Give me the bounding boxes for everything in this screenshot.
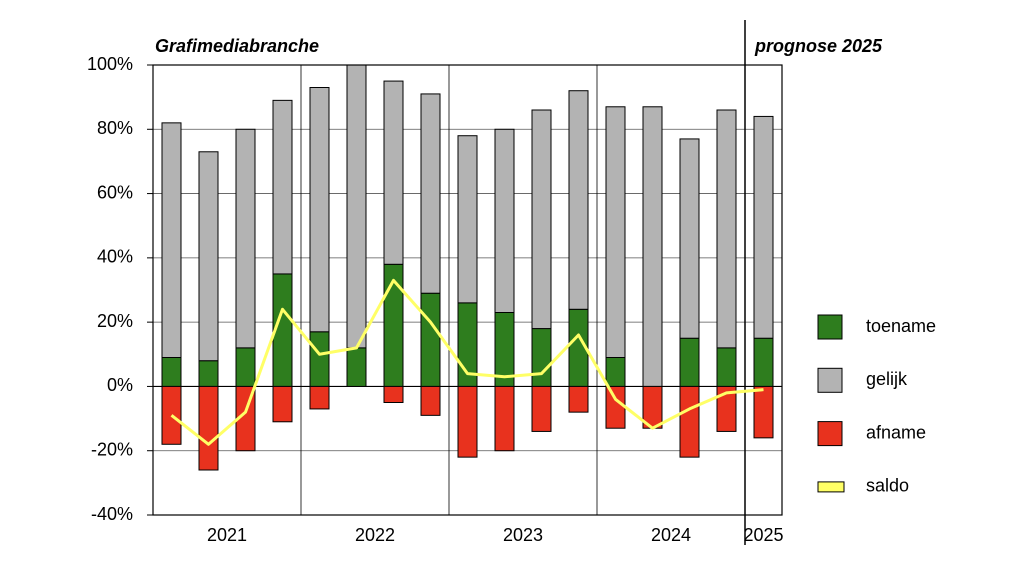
bar-segment (605, 385, 626, 429)
annotation: prognose 2025 (754, 36, 883, 56)
bar-segment (161, 122, 182, 358)
bar-segment (383, 80, 404, 265)
bar-segment (679, 138, 700, 339)
bar-segment (198, 385, 219, 471)
bar-segment (679, 385, 700, 458)
bar-segment (272, 99, 293, 275)
x-tick-label: 2023 (503, 525, 543, 545)
y-tick-label: 0% (107, 375, 133, 395)
legend-swatch (817, 481, 845, 493)
bar-segment (309, 87, 330, 333)
y-tick-label: 20% (97, 311, 133, 331)
y-tick-label: -40% (91, 504, 133, 524)
x-tick-label: 2025 (743, 525, 783, 545)
bar-segment (605, 357, 626, 387)
y-tick-label: 80% (97, 118, 133, 138)
bar-segment (198, 151, 219, 362)
annotation: Grafimediabranche (155, 36, 319, 56)
legend-label: gelijk (866, 369, 908, 389)
legend-label: toename (866, 316, 936, 336)
y-tick-label: 60% (97, 182, 133, 202)
bar-segment (568, 90, 589, 310)
bar-segment (457, 385, 478, 458)
plot-frame (152, 64, 783, 516)
bar-segment (420, 93, 441, 294)
bar-segment (568, 385, 589, 413)
bar-segment (753, 115, 774, 339)
bar-segment (235, 128, 256, 349)
bar-segment (383, 385, 404, 403)
bar-segment (161, 357, 182, 387)
y-tick-label: -20% (91, 439, 133, 459)
legend-label: afname (866, 422, 926, 442)
bar-segment (605, 106, 626, 358)
bar-segment (235, 347, 256, 387)
bar-segment (494, 385, 515, 452)
legend-label: saldo (866, 476, 909, 496)
bar-segment (753, 385, 774, 439)
bar-segment (309, 385, 330, 410)
bar-segment (420, 292, 441, 387)
bar-segment (716, 109, 737, 349)
x-tick-label: 2021 (207, 525, 247, 545)
bar-segment (531, 385, 552, 432)
bar-segment (420, 385, 441, 416)
bar-segment (716, 385, 737, 432)
legend-swatch (817, 314, 843, 340)
bar-segment (753, 337, 774, 387)
bar-segment (642, 106, 663, 387)
line-series (170, 278, 764, 446)
bar-segment (346, 64, 367, 349)
bar-segment (679, 337, 700, 387)
bar-segment (531, 328, 552, 387)
x-tick-label: 2022 (355, 525, 395, 545)
y-tick-label: 40% (97, 247, 133, 267)
y-tick-label: 100% (87, 54, 133, 74)
legend-swatch (817, 421, 843, 447)
bar-segment (346, 347, 367, 387)
bar-segment (494, 128, 515, 313)
bar-segment (716, 347, 737, 387)
bar-segment (161, 385, 182, 445)
bar-segment (198, 360, 219, 387)
x-tick-label: 2024 (651, 525, 691, 545)
bar-segment (457, 135, 478, 304)
bar-segment (309, 331, 330, 387)
bar-segment (272, 385, 293, 423)
legend-swatch (817, 367, 843, 393)
bar-segment (531, 109, 552, 330)
